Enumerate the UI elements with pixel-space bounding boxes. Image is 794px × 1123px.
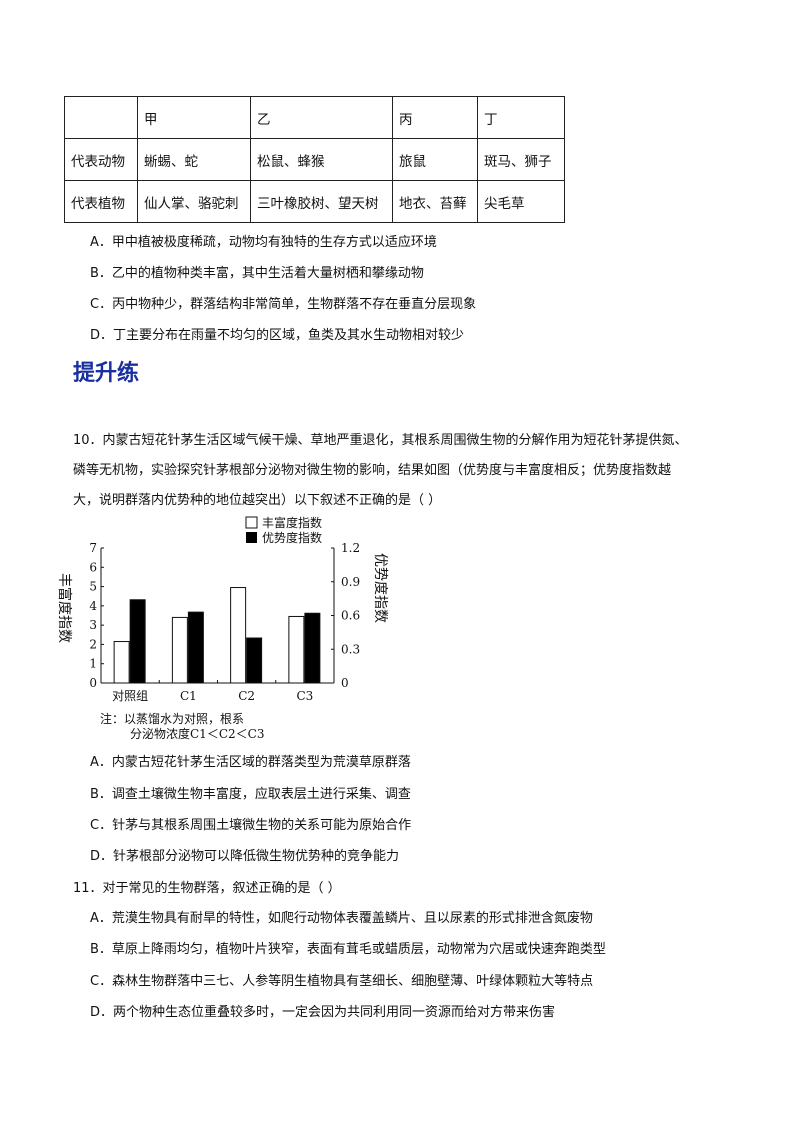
bar-dominance: [304, 612, 321, 684]
table-cell: 松鼠、蜂猴: [250, 138, 393, 181]
y-axis-label-left: 丰富度指数: [56, 573, 73, 643]
question-10-line: 大，说明群落内优势种的地位越突出）以下叙述不正确的是（ ）: [73, 493, 442, 508]
legend-swatch-dominance: [246, 532, 257, 543]
legend-swatch-richness: [245, 516, 258, 529]
option-d: D．针茅根部分泌物可以降低微生物优势种的竞争能力: [90, 849, 400, 864]
table-cell: 尖毛草: [477, 180, 565, 223]
y-tick-label: 5: [89, 580, 97, 594]
table-cell: 三叶橡胶树、望天树: [250, 180, 393, 223]
x-tick-label: C3: [296, 689, 313, 703]
chart-note: 分泌物浓度C1＜C2＜C3: [130, 726, 264, 741]
y-tick-label-right: 0.9: [341, 575, 360, 589]
x-tick-label: C1: [180, 689, 197, 703]
option-a: A．荒漠生物具有耐旱的特性，如爬行动物体表覆盖鳞片、且以尿素的形式排泄含氮废物: [90, 911, 593, 926]
table-header-row: 甲 乙 丙 丁: [64, 96, 565, 139]
table-cell: 代表动物: [64, 138, 138, 181]
y-tick-label: 1: [89, 657, 97, 671]
table-cell: 丁: [477, 96, 565, 139]
table-cell: 代表植物: [64, 180, 138, 223]
table-cell: 地衣、苔藓: [392, 180, 478, 223]
y-tick-label: 6: [89, 560, 97, 574]
table-cell: 斑马、狮子: [477, 138, 565, 181]
table-row: 代表植物 仙人掌、骆驼刺 三叶橡胶树、望天树 地衣、苔藓 尖毛草: [64, 180, 565, 223]
bar-richness: [230, 587, 247, 684]
legend-label-richness: 丰富度指数: [262, 515, 322, 530]
table-row: 代表动物 蜥蜴、蛇 松鼠、蜂猴 旅鼠 斑马、狮子: [64, 138, 565, 181]
y-tick-label: 2: [89, 637, 97, 651]
option-d: D．两个物种生态位重叠较多时，一定会因为共同利用同一资源而给对方带来伤害: [90, 1005, 556, 1020]
option-c: C．森林生物群落中三七、人参等阴生植物具有茎细长、细胞壁薄、叶绿体颗粒大等特点: [90, 974, 594, 989]
bar-richness: [171, 616, 188, 684]
table-cell: 甲: [137, 96, 251, 139]
table-cell: 仙人掌、骆驼刺: [137, 180, 251, 223]
x-tick-label: 对照组: [112, 689, 148, 703]
bar-dominance: [246, 637, 263, 684]
section-heading: 提升练: [73, 361, 140, 386]
y-axis-label-right: 优势度指数: [372, 553, 388, 623]
y-tick-label-right: 0: [341, 676, 349, 690]
question-11-stem: 11．对于常见的生物群落，叙述正确的是（ ）: [73, 881, 341, 896]
bar-dominance: [187, 611, 204, 684]
option-a: A．甲中植被极度稀疏，动物均有独特的生存方式以适应环境: [90, 235, 437, 250]
option-b: B．草原上降雨均匀，植物叶片狭窄，表面有茸毛或蜡质层，动物常为穴居或快速奔跑类型: [90, 942, 606, 957]
legend-label-dominance: 优势度指数: [262, 530, 322, 545]
option-b: B．乙中的植物种类丰富，其中生活着大量树栖和攀缘动物: [90, 266, 424, 281]
y-tick-label: 4: [89, 599, 97, 613]
table-cell: 旅鼠: [392, 138, 478, 181]
bar-chart: 对照组 C1 C2 C3 0 1 2 3 4 5 6 7 0 0.3 0.6 0.9 1.2 丰富度指数 优势度…: [56, 515, 388, 741]
option-c: C．丙中物种少，群落结构非常简单，生物群落不存在垂直分层现象: [90, 297, 477, 312]
y-tick-label-right: 0.6: [341, 609, 360, 623]
y-tick-label-right: 1.2: [341, 541, 360, 555]
bar-dominance: [129, 599, 146, 684]
x-tick-label: C2: [238, 689, 255, 703]
y-tick-label: 0: [89, 676, 97, 690]
option-c: C．针茅与其根系周围土壤微生物的关系可能为原始合作: [90, 818, 412, 833]
bar-richness: [288, 615, 305, 684]
bar-richness: [113, 641, 130, 684]
question-10-line: 磷等无机物，实验探究针茅根部分泌物对微生物的影响，结果如图（优势度与丰富度相反；…: [73, 463, 672, 478]
table-cell: 乙: [250, 96, 393, 139]
chart-note: 注：以蒸馏水为对照，根系: [100, 711, 244, 726]
y-tick-label: 3: [89, 618, 97, 632]
y-tick-label: 7: [89, 541, 97, 555]
y-tick-label-right: 0.3: [341, 642, 360, 656]
question-10-line: 10．内蒙古短花针茅生活区域气候干燥、草地严重退化，其根系周围微生物的分解作用为…: [73, 433, 688, 448]
table-cell: [64, 96, 138, 139]
biome-table: 甲 乙 丙 丁 代表动物 蜥蜴、蛇 松鼠、蜂猴 旅鼠 斑马、狮子 代表植物 仙人…: [64, 96, 565, 223]
option-d: D．丁主要分布在雨量不均匀的区域，鱼类及其水生动物相对较少: [90, 328, 465, 343]
table-cell: 蜥蜴、蛇: [137, 138, 251, 181]
option-b: B．调查土壤微生物丰富度，应取表层土进行采集、调查: [90, 787, 411, 802]
table-cell: 丙: [392, 96, 478, 139]
option-a: A．内蒙古短花针茅生活区域的群落类型为荒漠草原群落: [90, 755, 411, 770]
